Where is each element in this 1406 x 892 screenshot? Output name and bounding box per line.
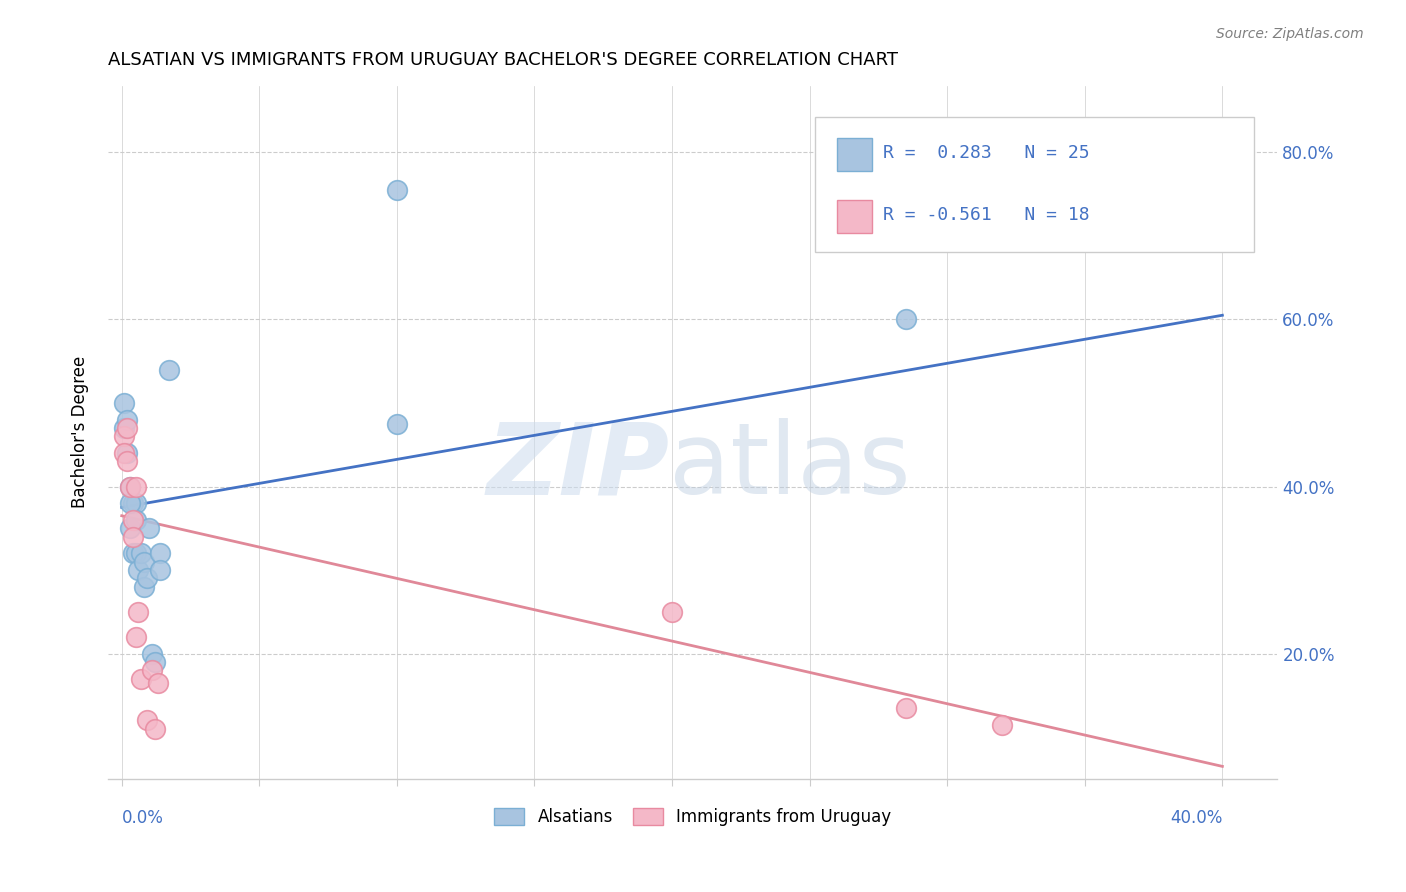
Point xyxy=(124,630,146,644)
Point xyxy=(114,396,136,410)
Legend: Alsatians, Immigrants from Uruguay: Alsatians, Immigrants from Uruguay xyxy=(488,802,898,833)
Point xyxy=(141,663,163,677)
Text: 40.0%: 40.0% xyxy=(1170,809,1222,828)
Point xyxy=(117,421,139,435)
Point xyxy=(129,546,152,560)
Point xyxy=(661,605,683,619)
Point xyxy=(124,513,146,527)
Point xyxy=(138,521,160,535)
Point xyxy=(118,521,141,535)
Point xyxy=(146,676,169,690)
Point xyxy=(117,412,139,426)
Point xyxy=(127,605,149,619)
Point xyxy=(143,655,166,669)
Point xyxy=(121,513,143,527)
Point xyxy=(129,672,152,686)
Point xyxy=(991,717,1014,731)
Point xyxy=(121,496,143,510)
Point xyxy=(141,647,163,661)
Point xyxy=(114,446,136,460)
Point xyxy=(127,563,149,577)
Point xyxy=(121,530,143,544)
Point xyxy=(124,496,146,510)
Point xyxy=(117,446,139,460)
Point xyxy=(121,546,143,560)
Point xyxy=(124,546,146,560)
Point xyxy=(118,479,141,493)
Bar xyxy=(837,200,872,233)
Text: atlas: atlas xyxy=(669,418,911,516)
Text: R = -0.561   N = 18: R = -0.561 N = 18 xyxy=(883,206,1090,224)
Point xyxy=(118,479,141,493)
Point xyxy=(894,701,917,715)
Point xyxy=(132,555,155,569)
Point xyxy=(132,580,155,594)
Point xyxy=(117,454,139,468)
Bar xyxy=(837,137,872,170)
Point xyxy=(124,479,146,493)
Text: ZIP: ZIP xyxy=(486,418,669,516)
Point xyxy=(114,429,136,443)
Point xyxy=(118,496,141,510)
Point xyxy=(149,563,172,577)
Point xyxy=(135,571,157,585)
Y-axis label: Bachelor's Degree: Bachelor's Degree xyxy=(72,356,89,508)
Text: 0.0%: 0.0% xyxy=(122,809,163,828)
Point xyxy=(157,362,180,376)
Point xyxy=(385,417,408,431)
Text: Source: ZipAtlas.com: Source: ZipAtlas.com xyxy=(1216,27,1364,41)
Text: R =  0.283   N = 25: R = 0.283 N = 25 xyxy=(883,144,1090,161)
Point xyxy=(114,421,136,435)
Text: ALSATIAN VS IMMIGRANTS FROM URUGUAY BACHELOR'S DEGREE CORRELATION CHART: ALSATIAN VS IMMIGRANTS FROM URUGUAY BACH… xyxy=(108,51,898,69)
FancyBboxPatch shape xyxy=(815,117,1254,252)
Point xyxy=(143,722,166,736)
Point xyxy=(385,183,408,197)
Point xyxy=(135,714,157,728)
Point xyxy=(894,312,917,326)
Point xyxy=(149,546,172,560)
